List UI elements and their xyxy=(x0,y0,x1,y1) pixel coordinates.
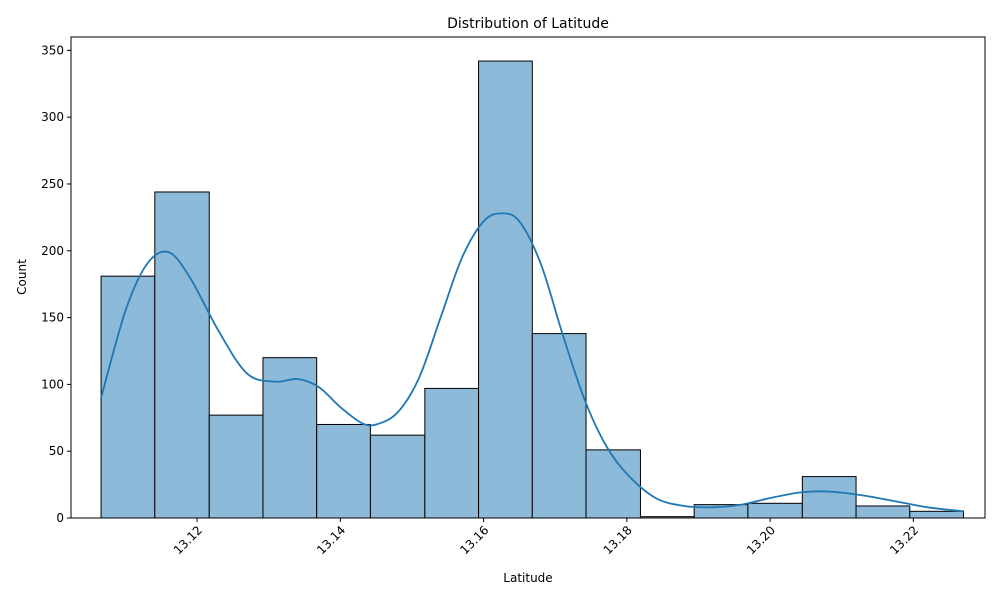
histogram-bar-14 xyxy=(855,505,911,519)
x-tick-label: 13.12 xyxy=(171,523,205,557)
y-tick-label: 100 xyxy=(41,377,64,391)
histogram-bar-8 xyxy=(531,333,587,519)
histogram-bar-6 xyxy=(424,387,480,519)
y-tick-label: 350 xyxy=(41,43,64,57)
y-tick-label: 250 xyxy=(41,177,64,191)
x-tick-label: 13.20 xyxy=(744,523,778,557)
chart-title: Distribution of Latitude xyxy=(447,16,609,32)
x-tick-label: 13.18 xyxy=(601,523,635,557)
histogram-bar-0 xyxy=(100,275,156,519)
histogram-bars xyxy=(100,60,965,519)
histogram-bar-15 xyxy=(909,510,965,519)
histogram-bar-13 xyxy=(801,476,857,519)
kde-curve xyxy=(100,212,964,513)
histogram-bar-1 xyxy=(154,191,210,519)
y-axis-label: Count xyxy=(15,259,29,295)
x-tick-label: 13.16 xyxy=(457,523,491,557)
y-tick-label: 150 xyxy=(41,311,64,325)
y-tick-label: 300 xyxy=(41,110,64,124)
y-tick-label: 0 xyxy=(56,511,64,525)
histogram-bar-7 xyxy=(478,60,533,519)
x-axis-label: Latitude xyxy=(503,571,552,585)
histogram-bar-5 xyxy=(369,434,426,519)
x-tick-label: 13.14 xyxy=(314,523,348,557)
histogram-bar-12 xyxy=(747,502,803,519)
plot-frame xyxy=(70,36,986,519)
histogram-bar-4 xyxy=(316,423,371,519)
x-axis-ticks: 13.12 13.14 13.16 13.18 13.20 13.22 xyxy=(171,518,921,557)
histogram-bar-3 xyxy=(262,357,318,519)
histogram-bar-2 xyxy=(208,414,264,519)
x-tick-label: 13.22 xyxy=(887,523,921,557)
y-axis-ticks: 0 50 100 150 200 250 300 350 xyxy=(41,43,71,525)
y-tick-label: 200 xyxy=(41,244,64,258)
y-tick-label: 50 xyxy=(49,444,64,458)
histogram-bar-9 xyxy=(585,449,641,519)
